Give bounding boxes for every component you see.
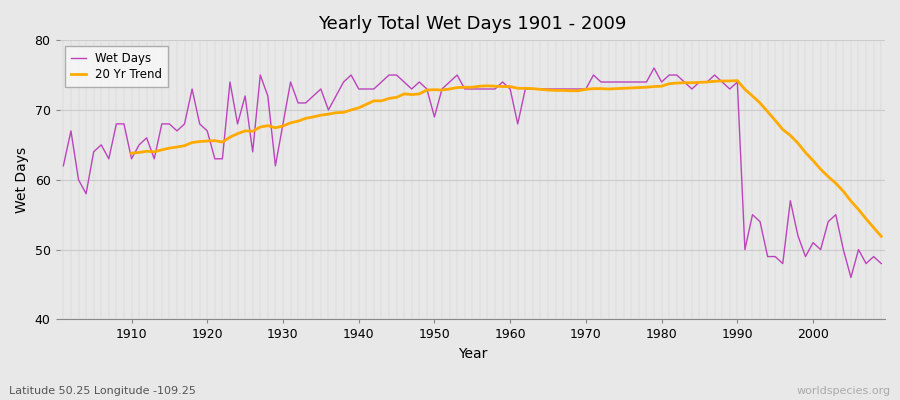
20 Yr Trend xyxy=(497,84,508,89)
Wet Days xyxy=(285,80,296,84)
20 Yr Trend xyxy=(876,234,886,239)
Text: worldspecies.org: worldspecies.org xyxy=(796,386,891,396)
Line: Wet Days: Wet Days xyxy=(63,68,881,278)
Wet Days xyxy=(119,122,130,126)
Line: 20 Yr Trend: 20 Yr Trend xyxy=(131,81,881,236)
Title: Yearly Total Wet Days 1901 - 2009: Yearly Total Wet Days 1901 - 2009 xyxy=(318,15,626,33)
Legend: Wet Days, 20 Yr Trend: Wet Days, 20 Yr Trend xyxy=(66,46,168,87)
20 Yr Trend xyxy=(285,120,296,125)
20 Yr Trend xyxy=(330,110,341,115)
20 Yr Trend xyxy=(596,86,607,91)
Wet Days xyxy=(876,261,886,266)
Wet Days xyxy=(330,94,341,98)
Wet Days xyxy=(596,80,607,84)
Wet Days xyxy=(505,86,516,91)
20 Yr Trend xyxy=(505,84,516,89)
Y-axis label: Wet Days: Wet Days xyxy=(15,147,29,213)
Wet Days xyxy=(497,80,508,84)
Wet Days xyxy=(845,275,856,280)
X-axis label: Year: Year xyxy=(457,347,487,361)
Wet Days xyxy=(58,163,68,168)
Text: Latitude 50.25 Longitude -109.25: Latitude 50.25 Longitude -109.25 xyxy=(9,386,196,396)
Wet Days xyxy=(649,66,660,70)
